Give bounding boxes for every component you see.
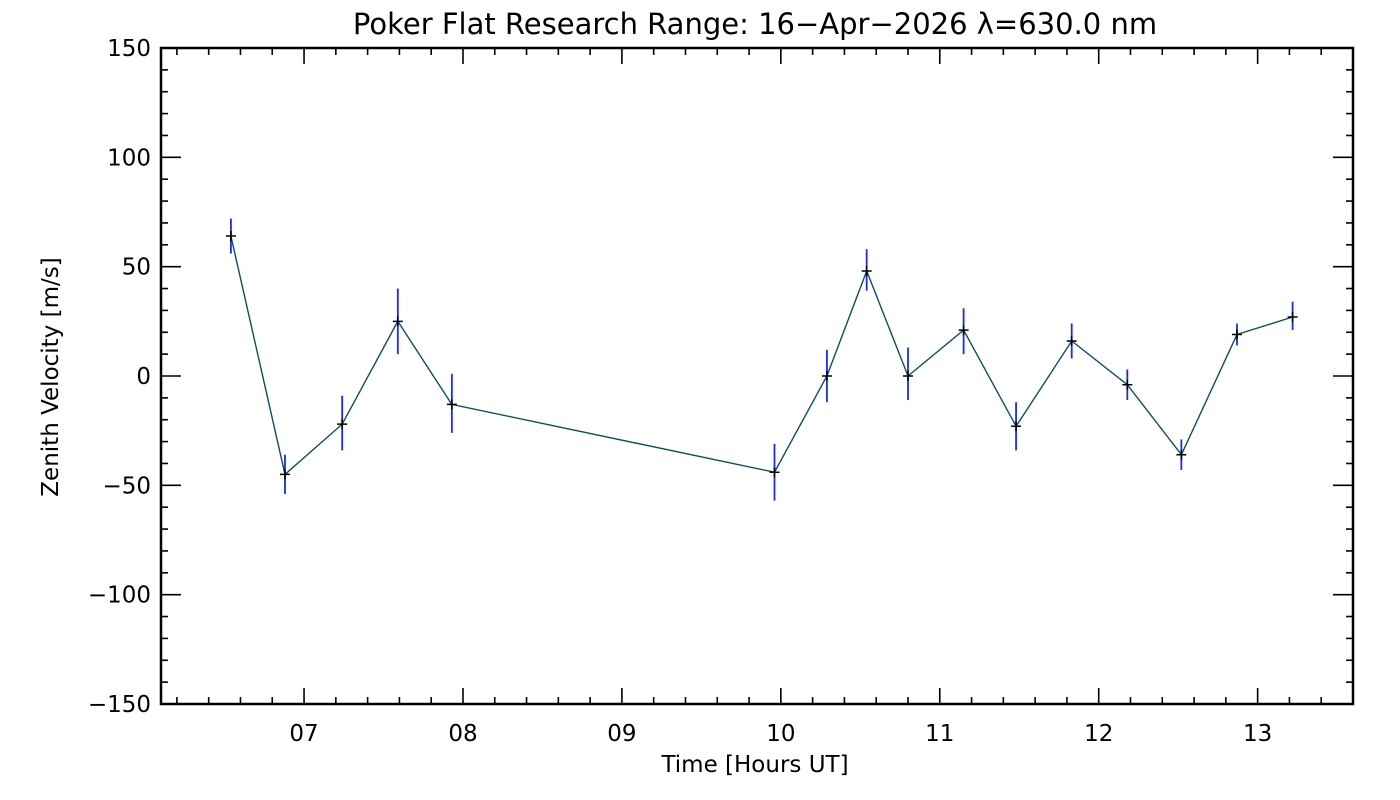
chart-title: Poker Flat Research Range: 16−Apr−2026 λ…: [353, 7, 1157, 41]
y-tick-label: 50: [122, 255, 151, 281]
y-axis-label: Zenith Velocity [m/s]: [38, 257, 64, 496]
data-point: [902, 371, 913, 381]
x-tick-label: 12: [1084, 721, 1113, 747]
data-point: [1231, 329, 1242, 340]
data-point: [392, 316, 403, 327]
data-point: [861, 266, 872, 277]
series-line: [230, 235, 1293, 476]
data-point: [446, 399, 457, 410]
y-tick-label: 150: [107, 36, 151, 62]
axis-ticks: [161, 47, 1354, 705]
y-tick-label: −50: [102, 473, 151, 499]
x-tick-label: 10: [766, 721, 795, 747]
y-tick-label: 100: [107, 145, 151, 171]
data-point: [1287, 311, 1298, 322]
data-point: [279, 469, 290, 480]
y-tick-label: 0: [136, 364, 151, 390]
tick-labels: 07 08 09 10 11 12 13 150 100 50 0 −50 −100 −150: [88, 36, 1272, 747]
data-point: [958, 325, 969, 336]
x-tick-label: 08: [448, 721, 477, 747]
data-point: [1122, 379, 1133, 390]
x-tick-label: 07: [289, 721, 318, 747]
plot-frame: [159, 46, 1355, 706]
data-point: [1011, 421, 1022, 432]
data-series: [225, 218, 1298, 501]
data-point: [1066, 336, 1077, 347]
x-tick-label: 09: [607, 721, 636, 747]
data-point: [1176, 449, 1187, 460]
y-tick-label: −150: [88, 692, 151, 718]
x-tick-label: 11: [925, 721, 954, 747]
data-point: [225, 231, 236, 242]
x-tick-label: 13: [1243, 721, 1272, 747]
y-tick-label: −100: [88, 583, 151, 609]
data-point: [769, 467, 780, 478]
data-point: [821, 371, 832, 381]
data-point: [337, 419, 348, 430]
x-axis-label: Time [Hours UT]: [660, 752, 848, 778]
